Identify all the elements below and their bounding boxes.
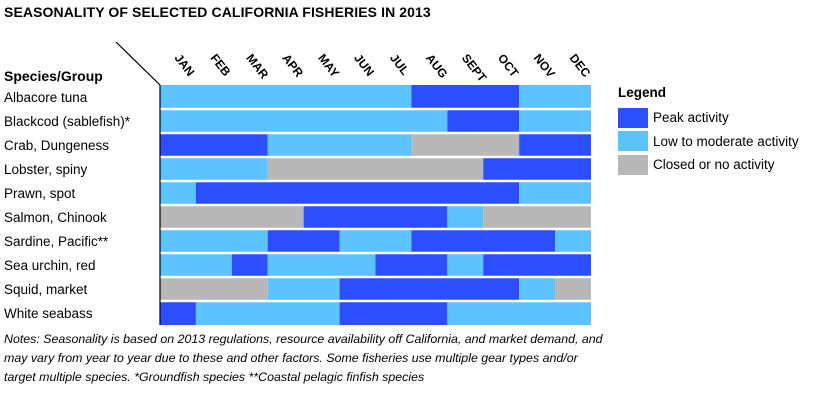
row-label-white-seabass: White seabass (4, 306, 93, 321)
season-bar-salmon-chinook-2 (447, 205, 484, 229)
legend-label-closed: Closed or no activity (653, 157, 775, 173)
season-bar-prawn-spot-1 (195, 181, 520, 205)
row-label-blackcod-sablefish: Blackcod (sablefish)* (4, 114, 131, 129)
season-bar-albacore-tuna-2 (519, 85, 591, 109)
month-label-aug: AUG (423, 51, 450, 81)
season-bar-lobster-spiny-2 (483, 157, 591, 181)
row-header: Species/Group (4, 68, 103, 84)
season-bar-sea-urchin-red-1 (231, 253, 268, 277)
notes-pelagic: **Coastal pelagic finfish species (248, 370, 425, 384)
legend-swatch-closed (618, 154, 648, 175)
season-bar-albacore-tuna-0 (160, 85, 412, 109)
month-label-jun: JUN (351, 51, 377, 79)
season-bar-squid-market-0 (160, 277, 268, 301)
header-diagonal (115, 41, 161, 86)
month-label-jan: JAN (172, 51, 198, 79)
month-label-sept: SEPT (459, 51, 490, 85)
season-bar-sardine-pacific-3 (411, 229, 556, 253)
chart-title: SEASONALITY OF SELECTED CALIFORNIA FISHE… (4, 4, 431, 20)
row-label-crab-dungeness: Crab, Dungeness (4, 138, 109, 153)
season-bar-white-seabass-3 (447, 301, 591, 325)
legend-label-peak: Peak activity (653, 110, 729, 126)
notes-main: Notes: Seasonality is based on 2013 regu… (4, 332, 603, 365)
season-bar-lobster-spiny-1 (267, 157, 484, 181)
season-bar-sea-urchin-red-2 (267, 253, 376, 277)
season-bar-blackcod-sablefish-1 (447, 109, 520, 133)
season-bar-lobster-spiny-0 (160, 157, 268, 181)
season-bar-sea-urchin-red-4 (447, 253, 484, 277)
season-bar-salmon-chinook-0 (160, 205, 304, 229)
season-bar-crab-dungeness-3 (519, 133, 591, 157)
season-bar-sardine-pacific-4 (555, 229, 591, 253)
legend-item-peak: Peak activity (618, 106, 799, 130)
seasonality-chart: Species/Group JAN FEB MAR APR MAY JUN JUL AUG SEP… (4, 41, 594, 325)
row-label-sea-urchin-red: Sea urchin, red (4, 258, 96, 273)
season-bar-sea-urchin-red-0 (160, 253, 232, 277)
month-label-nov: NOV (531, 51, 558, 80)
season-bar-albacore-tuna-1 (411, 85, 520, 109)
season-bar-sardine-pacific-2 (339, 229, 412, 253)
month-label-feb: FEB (208, 51, 234, 79)
row-label-prawn-spot: Prawn, spot (4, 186, 76, 201)
season-bar-crab-dungeness-1 (267, 133, 412, 157)
notes-groundfish: *Groundfish species (134, 370, 246, 384)
month-label-apr: APR (279, 51, 306, 80)
month-label-mar: MAR (243, 51, 271, 81)
row-label-squid-market: Squid, market (4, 282, 88, 297)
season-bar-squid-market-1 (267, 277, 340, 301)
season-bar-squid-market-4 (555, 277, 591, 301)
legend-title: Legend (618, 85, 667, 100)
season-bar-sea-urchin-red-5 (483, 253, 591, 277)
season-bar-white-seabass-1 (195, 301, 340, 325)
row-label-salmon-chinook: Salmon, Chinook (4, 210, 107, 225)
season-bar-squid-market-2 (339, 277, 520, 301)
legend: Legend Peak activity Low to moderate act… (618, 85, 799, 177)
season-bar-squid-market-3 (519, 277, 556, 301)
month-label-may: MAY (315, 51, 342, 80)
season-bar-blackcod-sablefish-0 (160, 109, 448, 133)
legend-swatch-low-moderate (618, 131, 648, 152)
legend-item-low-moderate: Low to moderate activity (618, 130, 799, 154)
season-bar-sardine-pacific-1 (267, 229, 340, 253)
row-label-albacore-tuna: Albacore tuna (4, 90, 88, 105)
month-label-oct: OCT (495, 51, 522, 80)
legend-label-low-moderate: Low to moderate activity (653, 133, 799, 149)
season-bar-salmon-chinook-3 (483, 205, 591, 229)
season-bar-prawn-spot-2 (519, 181, 591, 205)
season-bar-crab-dungeness-2 (411, 133, 520, 157)
season-bar-sardine-pacific-0 (160, 229, 268, 253)
month-label-dec: DEC (567, 51, 594, 80)
notes-gear: Some fisheries use multiple gear types a… (4, 351, 578, 384)
season-bar-white-seabass-2 (339, 301, 448, 325)
season-bar-white-seabass-0 (160, 301, 196, 325)
month-label-jul: JUL (387, 51, 412, 77)
season-bar-sea-urchin-red-3 (375, 253, 448, 277)
row-label-sardine-pacific: Sardine, Pacific** (4, 234, 109, 249)
legend-item-closed: Closed or no activity (618, 153, 799, 177)
season-bar-crab-dungeness-0 (160, 133, 268, 157)
row-label-lobster-spiny: Lobster, spiny (4, 162, 88, 177)
season-bar-prawn-spot-0 (160, 181, 196, 205)
season-bar-salmon-chinook-1 (303, 205, 448, 229)
season-bar-blackcod-sablefish-2 (519, 109, 591, 133)
notes: Notes: Seasonality is based on 2013 regu… (4, 330, 604, 387)
legend-swatch-peak (618, 107, 648, 128)
